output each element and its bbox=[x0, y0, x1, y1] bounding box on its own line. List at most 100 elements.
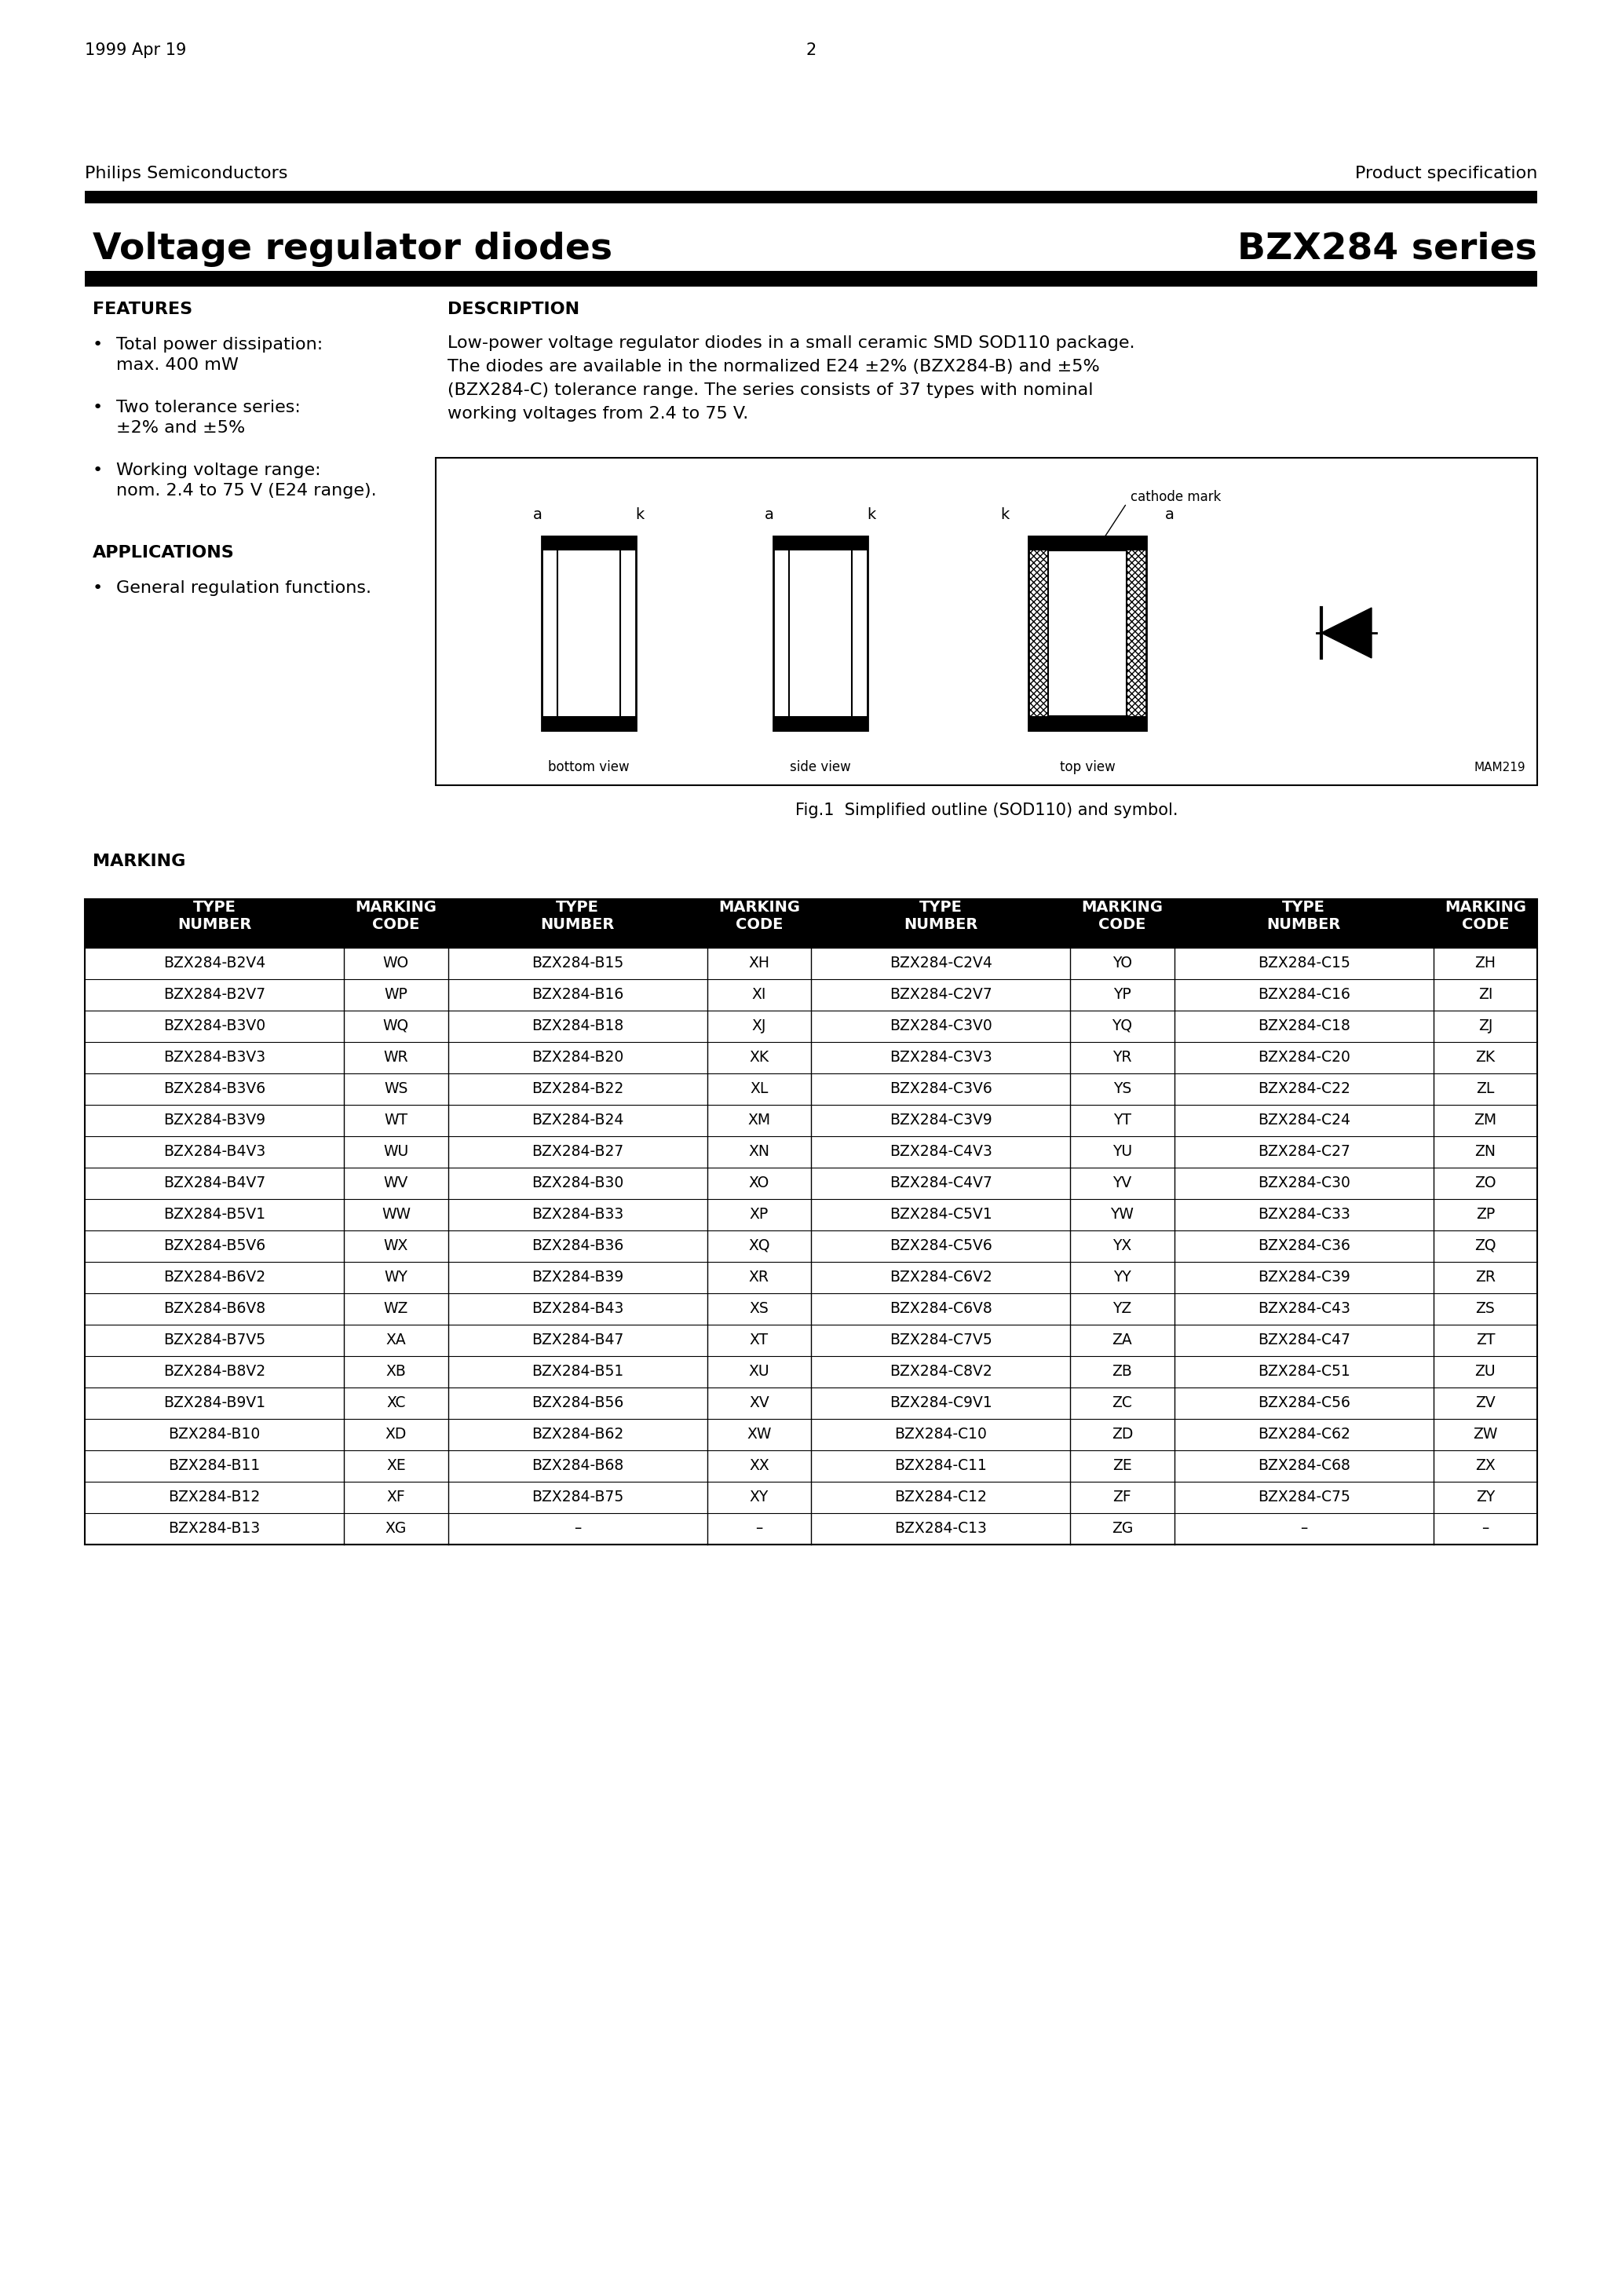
Text: BZX284-B75: BZX284-B75 bbox=[532, 1490, 623, 1504]
Bar bbox=[84, 271, 1538, 287]
Bar bbox=[542, 716, 636, 730]
Text: ZO: ZO bbox=[1474, 1176, 1495, 1189]
Text: BZX284-B6V8: BZX284-B6V8 bbox=[164, 1302, 266, 1316]
Text: MAM219: MAM219 bbox=[1474, 762, 1525, 774]
Text: BZX284-B20: BZX284-B20 bbox=[532, 1049, 623, 1065]
Bar bbox=[436, 457, 1538, 785]
Text: –: – bbox=[574, 1520, 581, 1536]
Text: ZI: ZI bbox=[1478, 987, 1492, 1001]
Text: ZE: ZE bbox=[1113, 1458, 1132, 1474]
Text: •: • bbox=[92, 461, 104, 478]
Text: WT: WT bbox=[384, 1114, 407, 1127]
Text: BZX284-C2V4: BZX284-C2V4 bbox=[889, 955, 993, 971]
Text: DESCRIPTION: DESCRIPTION bbox=[448, 301, 579, 317]
Text: –: – bbox=[1483, 1520, 1489, 1536]
Text: WY: WY bbox=[384, 1270, 407, 1283]
Text: BZX284-B30: BZX284-B30 bbox=[532, 1176, 623, 1189]
Text: BZX284-B3V9: BZX284-B3V9 bbox=[164, 1114, 266, 1127]
Text: XN: XN bbox=[748, 1143, 770, 1159]
Text: BZX284-B10: BZX284-B10 bbox=[169, 1426, 261, 1442]
Text: BZX284-C3V3: BZX284-C3V3 bbox=[889, 1049, 993, 1065]
Bar bbox=[84, 900, 1538, 948]
Text: CODE: CODE bbox=[373, 916, 420, 932]
Text: BZX284-B62: BZX284-B62 bbox=[532, 1426, 623, 1442]
Text: MARKING: MARKING bbox=[719, 900, 800, 914]
Text: a: a bbox=[534, 507, 542, 521]
Text: MARKING: MARKING bbox=[92, 854, 185, 870]
Text: XY: XY bbox=[749, 1490, 769, 1504]
Text: k: k bbox=[1001, 507, 1009, 521]
Text: ZV: ZV bbox=[1476, 1396, 1495, 1410]
Bar bbox=[1028, 537, 1147, 730]
Text: XS: XS bbox=[749, 1302, 769, 1316]
Text: ±2% and ±5%: ±2% and ±5% bbox=[117, 420, 245, 436]
Text: MARKING: MARKING bbox=[355, 900, 436, 914]
Text: •: • bbox=[92, 400, 104, 416]
Text: XK: XK bbox=[749, 1049, 769, 1065]
Text: BZX284-C4V7: BZX284-C4V7 bbox=[889, 1176, 993, 1189]
Text: NUMBER: NUMBER bbox=[177, 916, 251, 932]
Text: ZS: ZS bbox=[1476, 1302, 1495, 1316]
Text: XA: XA bbox=[386, 1332, 406, 1348]
Text: BZX284-B47: BZX284-B47 bbox=[532, 1332, 623, 1348]
Text: CODE: CODE bbox=[1461, 916, 1508, 932]
Text: BZX284-C27: BZX284-C27 bbox=[1257, 1143, 1350, 1159]
Text: ZB: ZB bbox=[1113, 1364, 1132, 1378]
Text: ZR: ZR bbox=[1474, 1270, 1495, 1283]
Text: MARKING: MARKING bbox=[1445, 900, 1526, 914]
Text: ZA: ZA bbox=[1113, 1332, 1132, 1348]
Text: BZX284-C5V1: BZX284-C5V1 bbox=[889, 1208, 993, 1221]
Text: BZX284 series: BZX284 series bbox=[1238, 232, 1538, 266]
Text: Total power dissipation:: Total power dissipation: bbox=[117, 338, 323, 354]
Bar bbox=[774, 537, 868, 551]
Text: YT: YT bbox=[1113, 1114, 1131, 1127]
Text: CODE: CODE bbox=[735, 916, 783, 932]
Bar bbox=[542, 537, 636, 551]
Bar bbox=[1048, 551, 1127, 716]
Text: BZX284-C36: BZX284-C36 bbox=[1257, 1238, 1350, 1254]
Text: BZX284-C30: BZX284-C30 bbox=[1257, 1176, 1350, 1189]
Text: BZX284-C3V6: BZX284-C3V6 bbox=[889, 1081, 993, 1095]
Text: YX: YX bbox=[1113, 1238, 1132, 1254]
Text: ZJ: ZJ bbox=[1478, 1019, 1492, 1033]
Text: WW: WW bbox=[381, 1208, 410, 1221]
Text: Fig.1  Simplified outline (SOD110) and symbol.: Fig.1 Simplified outline (SOD110) and sy… bbox=[795, 804, 1178, 817]
Text: BZX284-C2V7: BZX284-C2V7 bbox=[889, 987, 993, 1001]
Text: WV: WV bbox=[384, 1176, 409, 1189]
Text: XU: XU bbox=[749, 1364, 769, 1378]
Text: CODE: CODE bbox=[1098, 916, 1145, 932]
Text: ZF: ZF bbox=[1113, 1490, 1132, 1504]
Text: XP: XP bbox=[749, 1208, 769, 1221]
Text: BZX284-C3V0: BZX284-C3V0 bbox=[889, 1019, 993, 1033]
Text: TYPE: TYPE bbox=[193, 900, 237, 914]
Text: XF: XF bbox=[386, 1490, 406, 1504]
Text: NUMBER: NUMBER bbox=[540, 916, 615, 932]
Text: BZX284-B68: BZX284-B68 bbox=[532, 1458, 623, 1474]
Text: k: k bbox=[868, 507, 876, 521]
Text: BZX284-C6V2: BZX284-C6V2 bbox=[889, 1270, 993, 1283]
Text: YZ: YZ bbox=[1113, 1302, 1132, 1316]
Text: XJ: XJ bbox=[753, 1019, 766, 1033]
Text: BZX284-B51: BZX284-B51 bbox=[532, 1364, 623, 1378]
Text: APPLICATIONS: APPLICATIONS bbox=[92, 544, 235, 560]
Text: BZX284-C5V6: BZX284-C5V6 bbox=[889, 1238, 993, 1254]
Text: BZX284-B12: BZX284-B12 bbox=[169, 1490, 261, 1504]
Text: a: a bbox=[1165, 507, 1174, 521]
Text: side view: side view bbox=[790, 760, 852, 774]
Text: BZX284-C18: BZX284-C18 bbox=[1257, 1019, 1350, 1033]
Text: ZW: ZW bbox=[1473, 1426, 1497, 1442]
Text: WX: WX bbox=[384, 1238, 409, 1254]
Bar bbox=[1048, 551, 1127, 716]
Text: working voltages from 2.4 to 75 V.: working voltages from 2.4 to 75 V. bbox=[448, 406, 748, 422]
Text: YW: YW bbox=[1111, 1208, 1134, 1221]
Text: BZX284-B43: BZX284-B43 bbox=[532, 1302, 623, 1316]
Text: ZM: ZM bbox=[1474, 1114, 1497, 1127]
Text: BZX284-C6V8: BZX284-C6V8 bbox=[889, 1302, 993, 1316]
Text: bottom view: bottom view bbox=[548, 760, 629, 774]
Text: BZX284-C8V2: BZX284-C8V2 bbox=[889, 1364, 993, 1378]
Polygon shape bbox=[1322, 608, 1372, 659]
Text: BZX284-C13: BZX284-C13 bbox=[894, 1520, 986, 1536]
Text: NUMBER: NUMBER bbox=[903, 916, 978, 932]
Text: BZX284-B2V4: BZX284-B2V4 bbox=[164, 955, 266, 971]
Text: BZX284-B4V7: BZX284-B4V7 bbox=[164, 1176, 266, 1189]
